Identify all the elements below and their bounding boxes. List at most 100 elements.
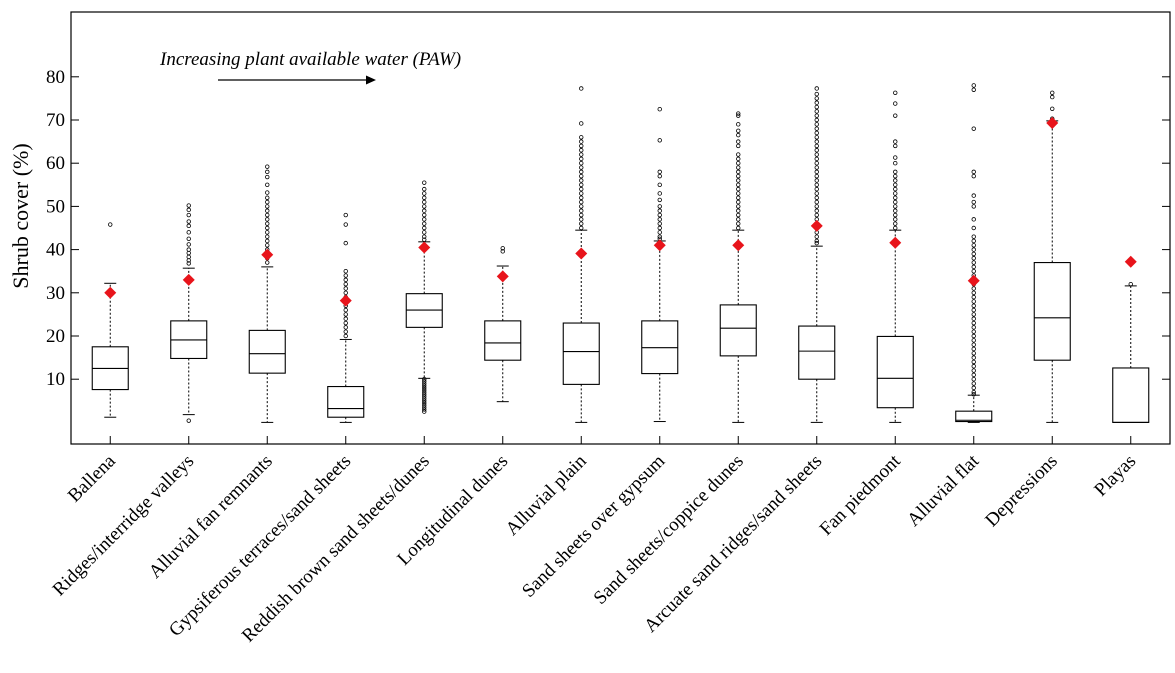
outlier-point [971,169,976,175]
mean-marker [1046,117,1059,130]
outlier-point [343,307,348,313]
box-iqr [248,329,286,374]
box-iqr [955,410,993,423]
outlier-point [422,225,427,231]
outlier-point [422,402,427,408]
outlier-point [657,106,662,112]
outlier-point [343,286,348,291]
outlier-point [971,126,976,131]
outlier-point [422,383,427,388]
x-category-label: Fan piedmont [816,450,906,540]
outlier-point [736,212,741,218]
outlier-point [736,139,741,144]
outlier-point [814,165,819,170]
outlier-point [893,182,898,187]
outlier-point [893,169,898,175]
outlier-point [971,389,976,395]
outlier-point [971,217,976,222]
outlier-point [971,307,976,313]
paw-arrow [218,75,376,85]
outlier-point [736,191,741,196]
outlier-point [422,387,427,393]
outlier-point [186,230,191,235]
outlier-point [657,169,662,175]
outlier-point [422,407,427,412]
mean-marker [889,236,902,249]
outlier-point [971,333,976,339]
outlier-point [814,135,819,140]
outlier-point [186,207,191,213]
outlier-point [814,169,819,175]
outlier-point [657,234,662,239]
mean-marker [261,248,274,261]
paw-annotation: Increasing plant available water (PAW) [159,49,461,70]
outlier-point [971,368,976,373]
outlier-point [971,316,976,321]
outlier-point [814,152,819,157]
outlier-point [736,111,741,116]
box-iqr [719,304,757,357]
outlier-point [265,243,270,248]
outlier-point [186,212,191,218]
outlier-point [971,234,976,239]
outlier-point [736,128,741,133]
outlier-point [1050,94,1055,100]
mean-marker [1124,255,1137,268]
outlier-point [814,113,819,118]
outlier-point [893,225,898,231]
mean-marker [653,239,666,252]
outlier-point [186,223,191,229]
outlier-point [186,203,191,208]
outlier-point [343,320,348,326]
outlier-point [971,355,976,360]
outlier-point [971,256,976,261]
outlier-point [422,221,427,226]
outlier-point [893,101,898,106]
outlier-point [579,165,584,170]
mean-marker [104,286,117,299]
outlier-point [814,186,819,192]
mean-marker [418,241,431,254]
y-tick-label: 70 [46,110,65,131]
outlier-point [814,208,819,213]
outlier-point [814,143,819,149]
outlier-point [579,221,584,226]
outlier-point [579,156,584,162]
box-iqr [484,320,522,361]
outlier-point [343,269,348,274]
outlier-point [893,221,898,226]
outlier-point [422,208,427,213]
outlier-point [971,199,976,205]
outlier-point [186,247,191,252]
outlier-point [265,238,270,244]
outlier-point [186,261,191,266]
outlier-point [814,191,819,196]
outlier-point [736,169,741,175]
outlier-point [736,152,741,157]
outlier-point [893,217,898,222]
outlier-point [579,186,584,192]
outlier-point [657,173,662,179]
outlier-point [265,190,270,195]
outlier-point [971,238,976,244]
outlier-point [971,243,976,248]
outlier-point [579,225,584,231]
outlier-point [971,225,976,231]
outlier-point [657,182,662,187]
outlier-point [579,135,584,140]
outlier-point [893,186,898,192]
outlier-point [736,217,741,222]
outlier-point [579,182,584,187]
outlier-point [814,86,819,91]
outlier-point [971,359,976,365]
outlier-point [814,204,819,209]
outlier-point [736,156,741,162]
outlier-point [343,240,348,246]
y-tick-label: 40 [46,240,65,261]
outlier-point [265,212,270,218]
outlier-point [971,83,976,88]
outlier-point [736,165,741,170]
outlier-point [814,240,819,246]
outlier-point [422,381,427,386]
